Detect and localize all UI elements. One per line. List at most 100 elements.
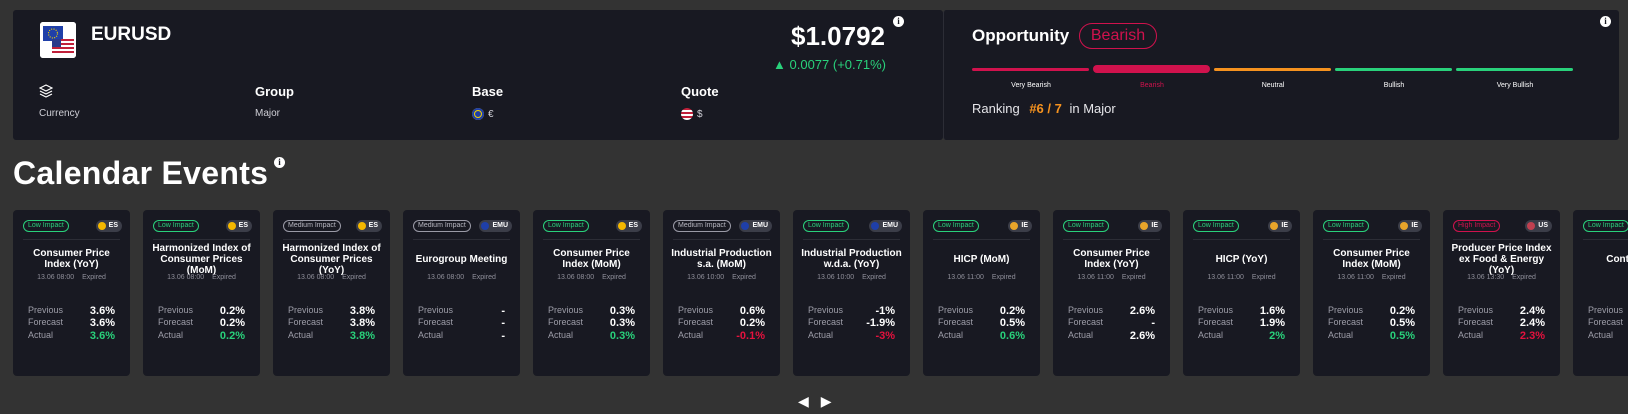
event-card[interactable]: Low Impact IE HICP (YoY) 13.06 11:00 Expired…	[1183, 210, 1300, 376]
region-badge: EMU	[869, 220, 902, 232]
event-status: Expired	[472, 274, 496, 281]
actual-label: Actual	[418, 330, 444, 340]
event-card[interactable]: Low Impact Continu Cl Previous Forecast Actu…	[1573, 210, 1628, 376]
next-arrow-icon[interactable]: ▶	[820, 393, 832, 409]
info-icon[interactable]: i	[1600, 16, 1611, 27]
region-badge: ES	[355, 220, 382, 232]
forecast-value: 0.5%	[999, 317, 1025, 329]
previous-label: Previous	[1068, 305, 1104, 315]
forecast-label: Forecast	[548, 317, 584, 327]
actual-value: 3.6%	[89, 330, 115, 342]
previous-value: 0.2%	[999, 305, 1025, 317]
ranking: Ranking #6 / 7 in Major	[972, 101, 1116, 116]
event-name: Harmonized Index of Consumer Prices (YoY…	[282, 242, 381, 276]
impact-badge: Low Impact	[1583, 220, 1628, 232]
event-datetime: 13.06 11:00	[1207, 274, 1244, 281]
meta-quote-value: $	[697, 108, 703, 120]
actual-row: Actual 2.6%	[1068, 330, 1155, 342]
calendar-events-carousel[interactable]: Low Impact ES Consumer Price Index (YoY) 13…	[13, 210, 1628, 376]
actual-row: Actual 2.3%	[1458, 330, 1545, 342]
meta-base-value: €	[488, 108, 494, 120]
previous-value: 3.8%	[349, 305, 375, 317]
forecast-row: Forecast 0.5%	[938, 317, 1025, 329]
event-datetime: 13.06 10:00	[817, 274, 855, 281]
region-flag-icon	[357, 222, 366, 230]
region-badge: EMU	[739, 220, 772, 232]
region-code: EMU	[492, 222, 508, 229]
event-datetime: 13.06 11:00	[1337, 274, 1374, 281]
event-time: 13.06 11:00 Expired	[923, 274, 1040, 281]
region-code: EMU	[882, 222, 898, 229]
region-code: ES	[238, 222, 248, 229]
event-card[interactable]: Low Impact IE HICP (MoM) 13.06 11:00 Expired…	[923, 210, 1040, 376]
region-badge: US	[1525, 220, 1552, 232]
actual-label: Actual	[938, 330, 964, 340]
region-flag-icon	[227, 222, 236, 230]
forecast-label: Forecast	[1328, 317, 1364, 327]
divider	[543, 239, 640, 240]
region-code: IE	[1281, 222, 1288, 229]
event-name: Consumer Price Index (YoY)	[1073, 248, 1150, 270]
instrument-price: $1.0792	[791, 21, 885, 51]
previous-label: Previous	[418, 305, 454, 315]
prev-arrow-icon[interactable]: ◀	[798, 393, 809, 409]
event-datetime: 13.06 08:00	[167, 274, 205, 281]
actual-value: 0.5%	[1389, 330, 1415, 342]
event-card[interactable]: Low Impact ES Harmonized Index of Consumer…	[143, 210, 260, 376]
region-flag-icon	[1400, 222, 1409, 230]
actual-label: Actual	[1588, 330, 1614, 340]
previous-label: Previous	[808, 305, 844, 315]
event-datetime: 13.06 11:00	[947, 274, 984, 281]
forecast-label: Forecast	[418, 317, 454, 327]
forecast-value: 2.4%	[1519, 317, 1545, 329]
actual-label: Actual	[1328, 330, 1354, 340]
info-icon[interactable]: i	[893, 16, 904, 27]
event-card[interactable]: Medium Impact EMU Eurogroup Meeting 13.06 0…	[403, 210, 520, 376]
forecast-value: 3.6%	[89, 317, 115, 329]
actual-value: -	[501, 330, 505, 342]
eurusd-flag-icon	[40, 22, 76, 58]
actual-label: Actual	[678, 330, 704, 340]
event-time: 13.06 08:00 Expired	[403, 274, 520, 281]
impact-badge: Low Impact	[1063, 220, 1109, 232]
info-icon[interactable]: i	[274, 157, 285, 168]
previous-value: 0.2%	[219, 305, 245, 317]
divider	[933, 239, 1030, 240]
previous-value: -1%	[875, 305, 895, 317]
event-time: 13.06 10:00 Expired	[663, 274, 780, 281]
event-card[interactable]: High Impact US Producer Price Index ex Foo…	[1443, 210, 1560, 376]
impact-badge: Medium Impact	[413, 220, 471, 232]
opportunity-panel: Opportunity Bearish i Very Bearish Beari…	[943, 10, 1619, 140]
event-card[interactable]: Low Impact IE Consumer Price Index (YoY) 13…	[1053, 210, 1170, 376]
region-badge: IE	[1268, 220, 1292, 232]
previous-row: Previous	[1588, 305, 1628, 317]
divider	[1323, 239, 1420, 240]
previous-row: Previous 0.2%	[1328, 305, 1415, 317]
actual-value: 3.8%	[349, 330, 375, 342]
divider	[673, 239, 770, 240]
region-code: IE	[1021, 222, 1028, 229]
region-badge: IE	[1008, 220, 1032, 232]
meta-group: Group Major	[255, 84, 294, 119]
event-card[interactable]: Low Impact ES Consumer Price Index (YoY) 13…	[13, 210, 130, 376]
meta-group-label: Group	[255, 84, 294, 99]
event-card[interactable]: Low Impact EMU Industrial Production w.d.a…	[793, 210, 910, 376]
forecast-label: Forecast	[288, 317, 324, 327]
event-name: Eurogroup Meeting	[415, 253, 508, 265]
divider	[153, 239, 250, 240]
actual-row: Actual 0.2%	[158, 330, 245, 342]
region-code: IE	[1411, 222, 1418, 229]
event-status: Expired	[602, 274, 626, 281]
forecast-value: 0.5%	[1389, 317, 1415, 329]
forecast-value: -1.9%	[866, 317, 895, 329]
region-code: IE	[1151, 222, 1158, 229]
region-badge: ES	[95, 220, 122, 232]
event-card[interactable]: Medium Impact ES Harmonized Index of Consu…	[273, 210, 390, 376]
event-card[interactable]: Low Impact ES Consumer Price Index (MoM) 13…	[533, 210, 650, 376]
actual-value: 2.6%	[1129, 330, 1155, 342]
forecast-label: Forecast	[28, 317, 64, 327]
event-name: HICP (MoM)	[953, 253, 1010, 265]
event-card[interactable]: Low Impact IE Consumer Price Index (MoM) 13…	[1313, 210, 1430, 376]
event-card[interactable]: Medium Impact EMU Industrial Production s.…	[663, 210, 780, 376]
previous-row: Previous 2.6%	[1068, 305, 1155, 317]
